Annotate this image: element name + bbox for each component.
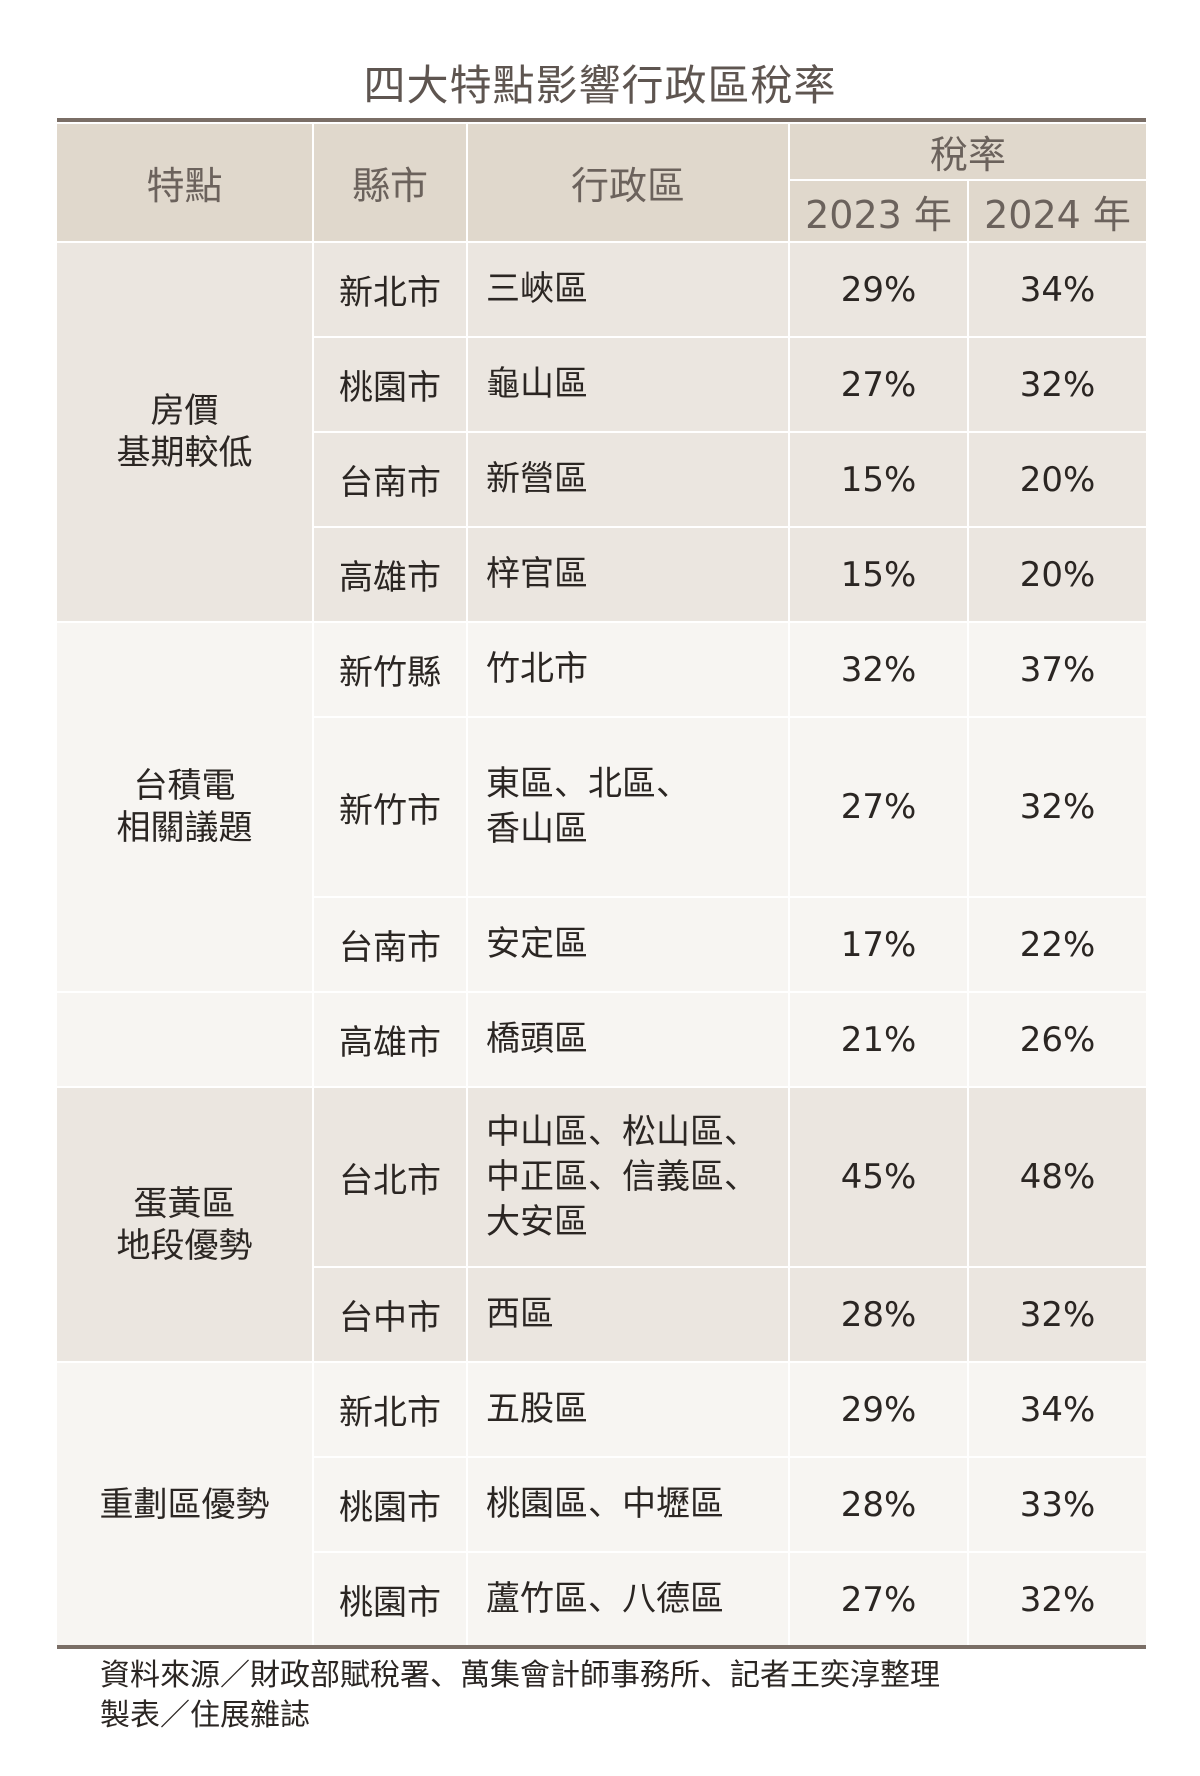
table-row: 桃園市 蘆竹區、八德區 27% 32% <box>57 1553 1146 1646</box>
district-cell: 蘆竹區、八德區 <box>468 1553 788 1646</box>
district-cell: 梓官區 <box>468 528 788 621</box>
district-cell: 五股區 <box>468 1363 788 1456</box>
county-cell: 桃園市 <box>314 338 466 431</box>
rate-2023-cell: 27% <box>790 718 967 896</box>
county-cell: 新竹市 <box>314 718 466 896</box>
rate-2024-cell: 32% <box>969 718 1146 896</box>
county-cell: 台中市 <box>314 1268 466 1361</box>
district-cell: 橋頭區 <box>468 993 788 1086</box>
table-row: 台中市 西區 28% 32% <box>57 1268 1146 1361</box>
rate-2023-cell: 15% <box>790 433 967 526</box>
rate-2023-cell: 27% <box>790 338 967 431</box>
rate-2024-cell: 22% <box>969 898 1146 991</box>
feature-cell: 重劃區優勢 <box>57 1363 312 1646</box>
source-note: 資料來源／財政部賦稅署、萬集會計師事務所、記者王奕淳整理 <box>100 1658 940 1693</box>
county-cell: 高雄市 <box>314 993 466 1086</box>
feature-cell: 房價 基期較低 <box>57 243 312 621</box>
credit-note: 製表／住展雜誌 <box>100 1698 310 1733</box>
rate-2024-cell: 20% <box>969 433 1146 526</box>
table-row: 重劃區優勢 新北市 五股區 29% 34% <box>57 1363 1146 1646</box>
header-tax-rate: 稅率 <box>790 124 1146 179</box>
rate-2023-cell: 28% <box>790 1268 967 1361</box>
rate-2024-cell: 32% <box>969 338 1146 431</box>
tax-rate-table: 特點 縣市 行政區 稅率 2023 年 2024 年 房價 基期較低 新北市 三峽區… <box>55 122 1148 1648</box>
rate-2024-cell: 33% <box>969 1458 1146 1551</box>
feature-cell: 台積電 相關議題 <box>57 623 312 991</box>
district-cell: 桃園區、中壢區 <box>468 1458 788 1551</box>
table-title: 四大特點影響行政區稅率 <box>363 61 837 110</box>
rate-2023-cell: 29% <box>790 243 967 336</box>
rate-2023-cell: 32% <box>790 623 967 716</box>
table-row: 台南市 新營區 15% 20% <box>57 433 1146 526</box>
table-row: 高雄市 橋頭區 21% 26% <box>57 993 1146 1086</box>
county-cell: 新北市 <box>314 1363 466 1456</box>
rate-2023-cell: 28% <box>790 1458 967 1551</box>
rate-2024-cell: 32% <box>969 1553 1146 1646</box>
county-cell: 桃園市 <box>314 1553 466 1646</box>
county-cell: 台南市 <box>314 433 466 526</box>
rate-2023-cell: 29% <box>790 1363 967 1456</box>
table-row: 新竹市 東區、北區、 香山區 27% 32% <box>57 718 1146 896</box>
footnote: 資料來源／財政部賦稅署、萬集會計師事務所、記者王奕淳整理 製表／住展雜誌 <box>100 1656 940 1736</box>
rate-2023-cell: 21% <box>790 993 967 1086</box>
district-cell: 西區 <box>468 1268 788 1361</box>
district-cell: 新營區 <box>468 433 788 526</box>
district-cell: 竹北市 <box>468 623 788 716</box>
table-row: 桃園市 桃園區、中壢區 28% 33% <box>57 1458 1146 1551</box>
district-cell: 安定區 <box>468 898 788 991</box>
header-district: 行政區 <box>468 124 788 241</box>
rate-2024-cell: 48% <box>969 1088 1146 1266</box>
header-county: 縣市 <box>314 124 466 241</box>
rate-2024-cell: 34% <box>969 243 1146 336</box>
rate-2023-cell: 45% <box>790 1088 967 1266</box>
header-2023: 2023 年 <box>790 181 967 241</box>
feature-cell <box>57 993 312 1086</box>
table-row: 台南市 安定區 17% 22% <box>57 898 1146 991</box>
district-cell: 龜山區 <box>468 338 788 431</box>
table-row: 蛋黃區 地段優勢 台北市 中山區、松山區、 中正區、信義區、 大安區 45% 48% <box>57 1088 1146 1361</box>
table-row: 台積電 相關議題 新竹縣 竹北市 32% 37% <box>57 623 1146 991</box>
header-2024: 2024 年 <box>969 181 1146 241</box>
county-cell: 台北市 <box>314 1088 466 1266</box>
district-cell: 中山區、松山區、 中正區、信義區、 大安區 <box>468 1088 788 1266</box>
rate-2024-cell: 20% <box>969 528 1146 621</box>
header-feature: 特點 <box>57 124 312 241</box>
bottom-rule <box>57 1645 1146 1649</box>
county-cell: 桃園市 <box>314 1458 466 1551</box>
district-cell: 三峽區 <box>468 243 788 336</box>
rate-2023-cell: 17% <box>790 898 967 991</box>
table-row: 高雄市 梓官區 15% 20% <box>57 528 1146 621</box>
district-cell: 東區、北區、 香山區 <box>468 718 788 896</box>
table-row: 房價 基期較低 新北市 三峽區 29% 34% <box>57 243 1146 621</box>
county-cell: 高雄市 <box>314 528 466 621</box>
county-cell: 新北市 <box>314 243 466 336</box>
rate-2024-cell: 26% <box>969 993 1146 1086</box>
feature-cell: 蛋黃區 地段優勢 <box>57 1088 312 1361</box>
rate-2023-cell: 27% <box>790 1553 967 1646</box>
rate-2024-cell: 32% <box>969 1268 1146 1361</box>
county-cell: 新竹縣 <box>314 623 466 716</box>
rate-2023-cell: 15% <box>790 528 967 621</box>
table-row: 桃園市 龜山區 27% 32% <box>57 338 1146 431</box>
top-rule <box>57 118 1146 122</box>
county-cell: 台南市 <box>314 898 466 991</box>
rate-2024-cell: 34% <box>969 1363 1146 1456</box>
rate-2024-cell: 37% <box>969 623 1146 716</box>
